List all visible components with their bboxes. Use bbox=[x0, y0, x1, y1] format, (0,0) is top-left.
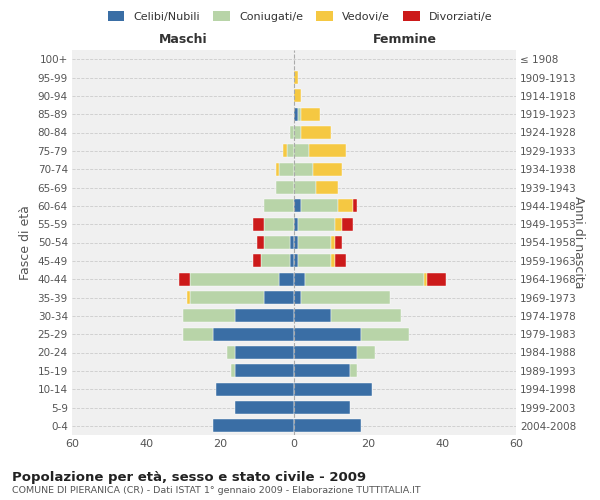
Bar bbox=[253, 218, 265, 231]
Bar bbox=[265, 236, 290, 249]
Bar bbox=[294, 181, 316, 194]
Bar bbox=[260, 254, 290, 268]
Bar bbox=[309, 144, 346, 158]
Bar bbox=[331, 309, 401, 322]
Bar bbox=[294, 162, 313, 176]
Bar bbox=[265, 291, 294, 304]
Bar bbox=[275, 162, 279, 176]
Bar bbox=[342, 218, 353, 231]
Bar bbox=[253, 254, 260, 268]
Bar bbox=[294, 328, 361, 341]
Bar bbox=[294, 346, 357, 359]
Bar bbox=[190, 291, 265, 304]
Bar bbox=[427, 272, 446, 286]
Bar bbox=[305, 272, 424, 286]
Bar bbox=[290, 126, 294, 139]
Bar bbox=[294, 89, 301, 102]
Bar bbox=[294, 218, 298, 231]
Text: Popolazione per età, sesso e stato civile - 2009: Popolazione per età, sesso e stato civil… bbox=[12, 471, 366, 484]
Bar bbox=[187, 291, 190, 304]
Bar bbox=[290, 236, 294, 249]
Bar bbox=[301, 291, 390, 304]
Bar bbox=[212, 419, 294, 432]
Bar bbox=[294, 71, 298, 84]
Text: Femmine: Femmine bbox=[373, 34, 437, 46]
Bar bbox=[298, 218, 335, 231]
Bar bbox=[294, 254, 298, 268]
Bar bbox=[335, 254, 346, 268]
Bar bbox=[353, 199, 357, 212]
Bar bbox=[279, 162, 294, 176]
Bar bbox=[294, 419, 361, 432]
Y-axis label: Fasce di età: Fasce di età bbox=[19, 205, 32, 280]
Bar bbox=[335, 236, 342, 249]
Bar bbox=[316, 181, 338, 194]
Bar bbox=[283, 144, 287, 158]
Bar bbox=[294, 272, 305, 286]
Bar bbox=[294, 199, 301, 212]
Bar bbox=[235, 346, 294, 359]
Bar bbox=[275, 181, 294, 194]
Bar bbox=[361, 328, 409, 341]
Bar bbox=[265, 199, 294, 212]
Bar bbox=[265, 218, 294, 231]
Bar bbox=[338, 199, 353, 212]
Bar bbox=[294, 126, 301, 139]
Bar bbox=[298, 254, 331, 268]
Bar bbox=[294, 309, 331, 322]
Bar bbox=[231, 364, 235, 378]
Bar bbox=[212, 328, 294, 341]
Bar bbox=[301, 199, 338, 212]
Bar bbox=[294, 401, 349, 414]
Bar bbox=[287, 144, 294, 158]
Bar bbox=[294, 236, 298, 249]
Bar bbox=[179, 272, 190, 286]
Bar bbox=[313, 162, 342, 176]
Bar bbox=[257, 236, 265, 249]
Bar bbox=[235, 364, 294, 378]
Bar bbox=[331, 236, 335, 249]
Text: COMUNE DI PIERANICA (CR) - Dati ISTAT 1° gennaio 2009 - Elaborazione TUTTITALIA.: COMUNE DI PIERANICA (CR) - Dati ISTAT 1°… bbox=[12, 486, 421, 495]
Bar bbox=[227, 346, 235, 359]
Bar bbox=[294, 364, 349, 378]
Bar bbox=[331, 254, 335, 268]
Bar bbox=[190, 272, 279, 286]
Bar bbox=[294, 144, 309, 158]
Bar bbox=[349, 364, 357, 378]
Bar bbox=[279, 272, 294, 286]
Bar bbox=[301, 126, 331, 139]
Bar bbox=[357, 346, 376, 359]
Bar bbox=[183, 328, 212, 341]
Bar bbox=[301, 108, 320, 121]
Text: Maschi: Maschi bbox=[158, 34, 208, 46]
Bar bbox=[294, 291, 301, 304]
Bar bbox=[298, 236, 331, 249]
Bar bbox=[235, 401, 294, 414]
Bar bbox=[335, 218, 342, 231]
Legend: Celibi/Nubili, Coniugati/e, Vedovi/e, Divorziati/e: Celibi/Nubili, Coniugati/e, Vedovi/e, Di… bbox=[104, 8, 496, 25]
Bar bbox=[294, 108, 298, 121]
Bar bbox=[183, 309, 235, 322]
Bar bbox=[217, 382, 294, 396]
Bar bbox=[298, 108, 301, 121]
Bar bbox=[424, 272, 427, 286]
Bar bbox=[294, 382, 372, 396]
Bar bbox=[290, 254, 294, 268]
Bar bbox=[235, 309, 294, 322]
Y-axis label: Anni di nascita: Anni di nascita bbox=[572, 196, 585, 289]
